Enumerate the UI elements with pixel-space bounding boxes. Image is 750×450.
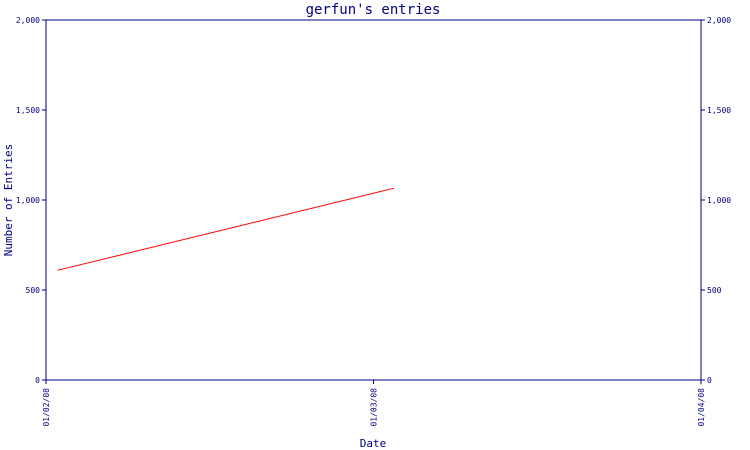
- x-tick-label: 01/04/08: [697, 388, 706, 427]
- x-axis: 01/02/08 01/03/08 01/04/08: [42, 380, 706, 427]
- x-tick-label: 01/02/08: [42, 388, 51, 427]
- y-tick-label-left: 500: [26, 286, 41, 295]
- y-tick-label-right: 0: [707, 376, 712, 385]
- y-tick-label-left: 2,000: [16, 16, 40, 25]
- x-tick-label: 01/03/08: [370, 388, 379, 427]
- y-tick-label-right: 500: [707, 286, 722, 295]
- x-axis-title: Date: [360, 437, 387, 450]
- y-tick-label-left: 1,000: [16, 196, 40, 205]
- y-tick-label-right: 2,000: [707, 16, 731, 25]
- chart-title: gerfun's entries: [306, 2, 441, 18]
- data-point: [57, 269, 59, 271]
- y-tick-label-left: 0: [35, 376, 40, 385]
- y-axis-left: 0 500 1,000 1,500 2,000: [16, 16, 46, 385]
- y-tick-label-right: 1,500: [707, 106, 731, 115]
- y-axis-right: 0 500 1,000 1,500 2,000: [701, 16, 731, 385]
- series-line: [57, 187, 394, 271]
- y-tick-label-right: 1,000: [707, 196, 731, 205]
- y-tick-label-left: 1,500: [16, 106, 40, 115]
- y-axis-title: Number of Entries: [2, 144, 15, 257]
- series-layer: [57, 187, 394, 271]
- data-point: [393, 187, 394, 189]
